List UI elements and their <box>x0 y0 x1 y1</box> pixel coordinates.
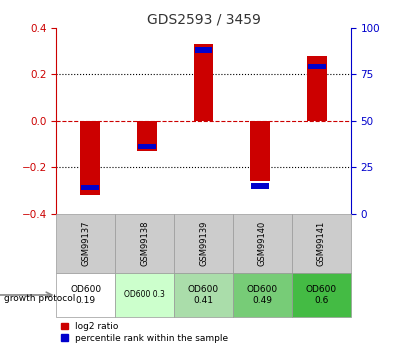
Bar <box>193 44 214 121</box>
Title: GDS2593 / 3459: GDS2593 / 3459 <box>147 12 260 27</box>
Bar <box>308 64 326 69</box>
Text: OD600
0.19: OD600 0.19 <box>70 285 102 305</box>
Bar <box>81 185 99 190</box>
Text: growth protocol: growth protocol <box>4 294 75 303</box>
Bar <box>81 121 100 195</box>
Bar <box>195 47 212 52</box>
Bar <box>250 121 270 181</box>
Bar <box>307 56 326 121</box>
Legend: log2 ratio, percentile rank within the sample: log2 ratio, percentile rank within the s… <box>61 322 229 343</box>
Bar <box>56 273 115 317</box>
Bar <box>292 214 351 273</box>
Bar <box>56 214 115 273</box>
Text: GSM99141: GSM99141 <box>317 220 326 266</box>
Bar <box>233 273 292 317</box>
Bar <box>115 214 174 273</box>
Text: GSM99137: GSM99137 <box>81 220 90 266</box>
Bar <box>174 214 233 273</box>
Text: OD600
0.6: OD600 0.6 <box>305 285 337 305</box>
Text: OD600 0.3: OD600 0.3 <box>124 290 165 299</box>
Bar <box>137 121 157 151</box>
Text: OD600
0.41: OD600 0.41 <box>188 285 219 305</box>
Bar <box>174 273 233 317</box>
Text: GSM99138: GSM99138 <box>140 220 149 266</box>
Text: OD600
0.49: OD600 0.49 <box>247 285 278 305</box>
Bar <box>138 144 156 149</box>
Bar <box>251 184 269 188</box>
Bar <box>292 273 351 317</box>
Bar <box>115 273 174 317</box>
Bar <box>233 214 292 273</box>
Text: GSM99140: GSM99140 <box>258 220 267 266</box>
Text: GSM99139: GSM99139 <box>199 220 208 266</box>
